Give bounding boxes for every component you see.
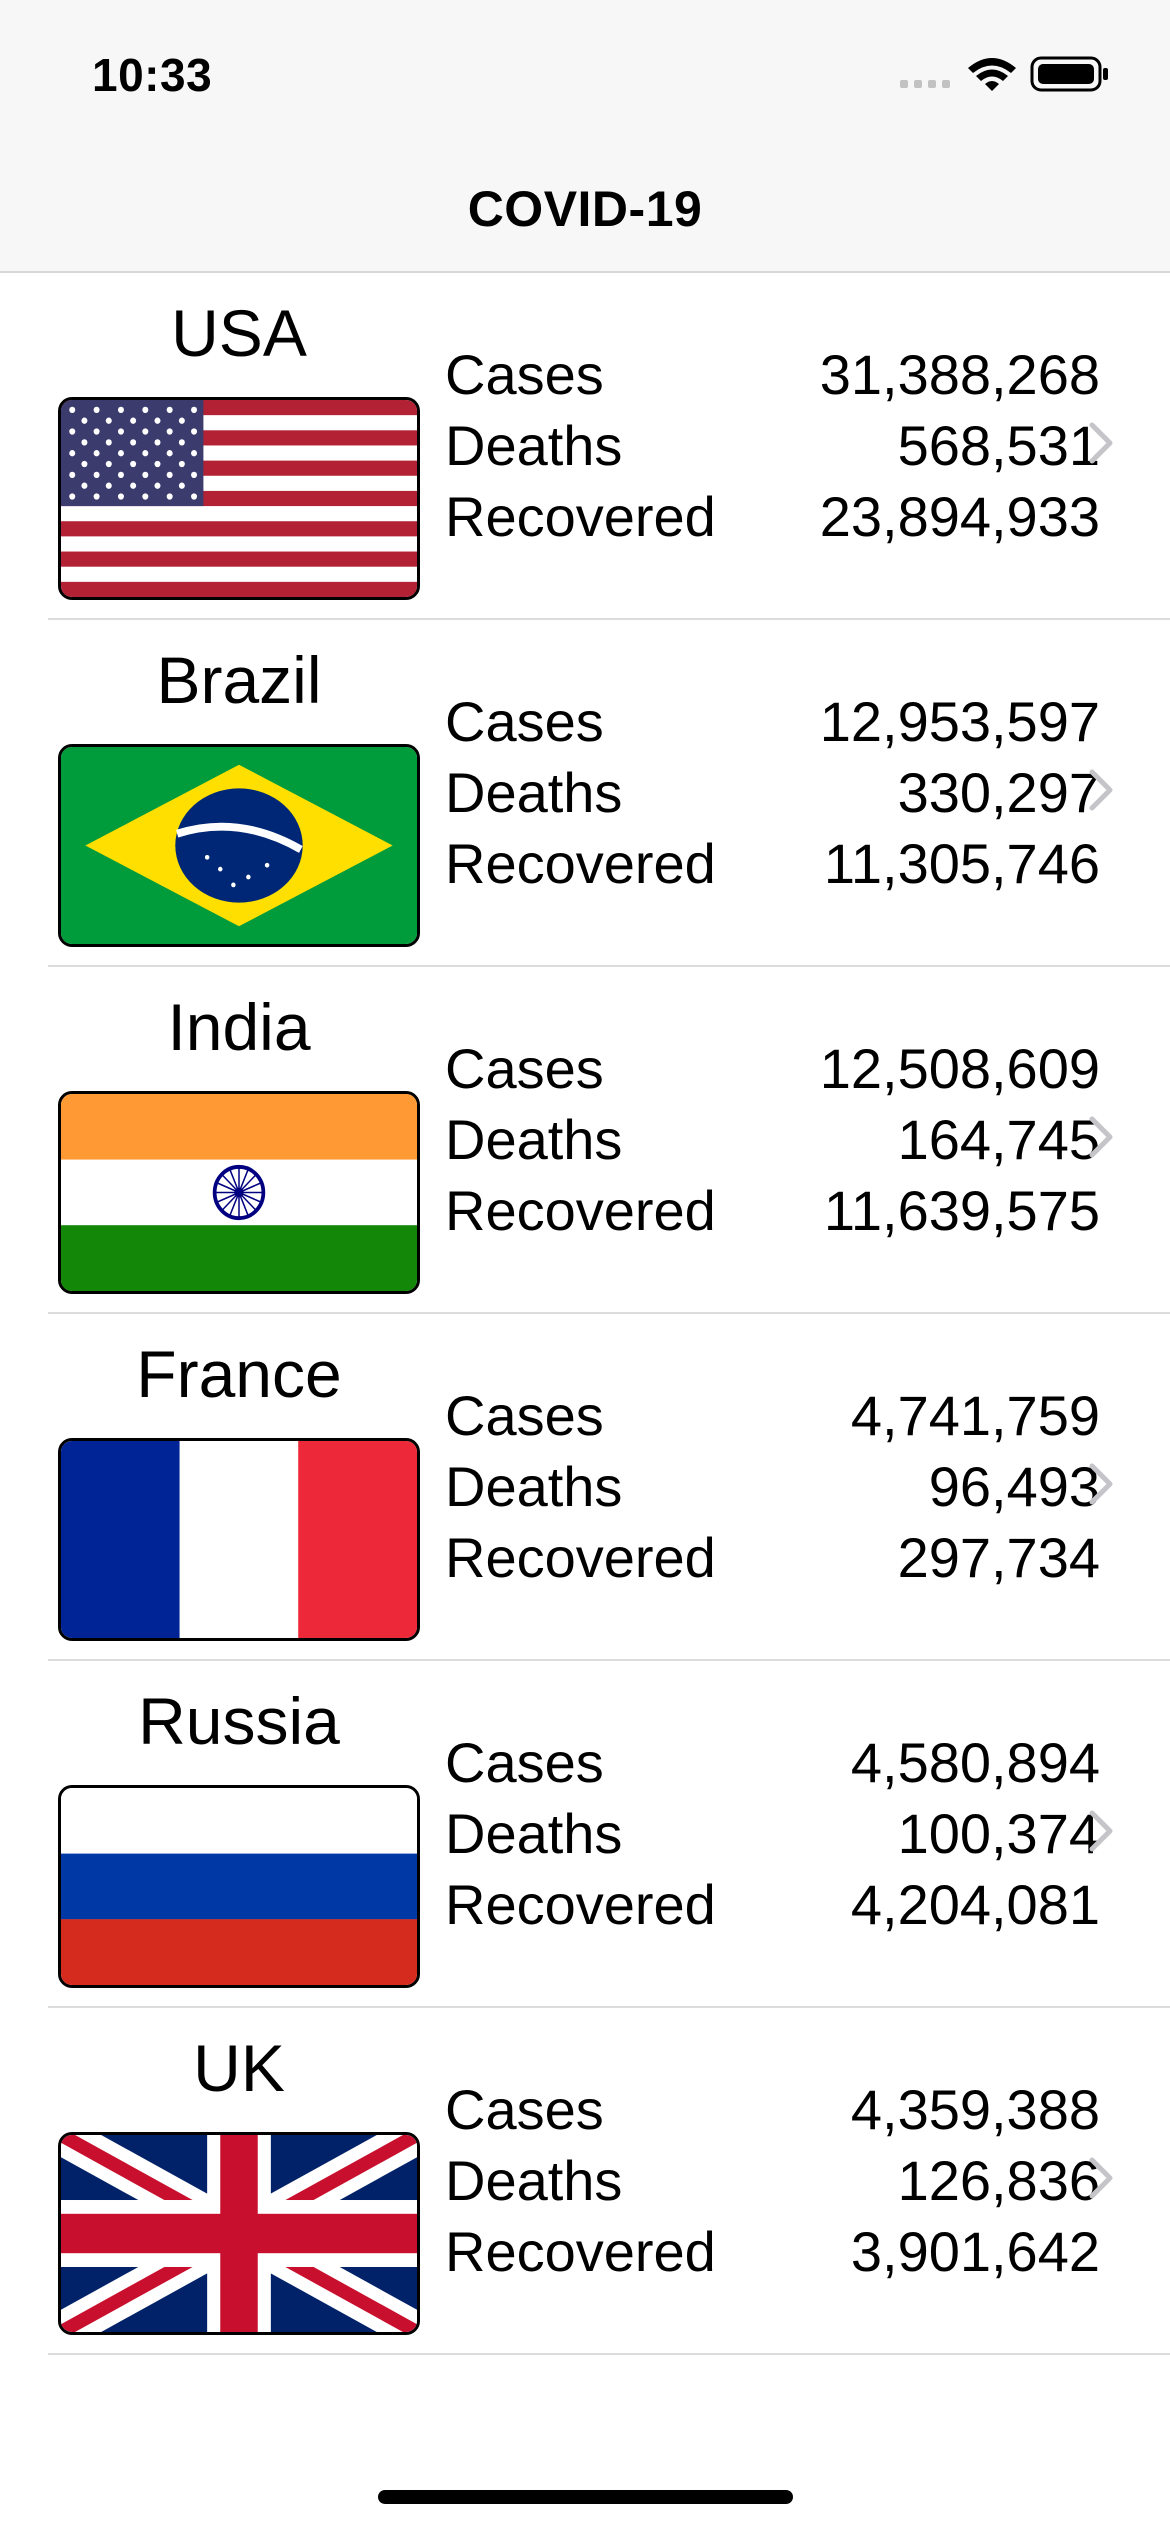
deaths-label: Deaths	[445, 414, 623, 477]
list-item-russia[interactable]: Russia Cases 4,580,894 Deaths 100,374 Re…	[48, 1661, 1170, 2008]
deaths-value: 100,374	[897, 1802, 1100, 1865]
deaths-value: 126,836	[897, 2149, 1100, 2212]
deaths-line: Deaths 330,297	[445, 757, 1100, 828]
cases-line: Cases 4,741,759	[445, 1380, 1100, 1451]
stats: Cases 31,388,268 Deaths 568,531 Recovere…	[445, 339, 1100, 552]
stats: Cases 12,508,609 Deaths 164,745 Recovere…	[445, 1033, 1100, 1246]
recovered-value: 297,734	[897, 1526, 1100, 1589]
list-item-france[interactable]: France Cases 4,741,759 Deaths 96,493 Rec…	[48, 1314, 1170, 1661]
home-indicator[interactable]	[378, 2490, 793, 2504]
recovered-value: 11,639,575	[823, 1179, 1100, 1242]
list-item-brazil[interactable]: Brazil Cases 12,953,597 Deaths 330,297 R…	[48, 620, 1170, 967]
deaths-line: Deaths 568,531	[445, 410, 1100, 481]
deaths-line: Deaths 126,836	[445, 2145, 1100, 2216]
recovered-label: Recovered	[445, 1179, 716, 1242]
chevron-right-icon	[1089, 1810, 1113, 1852]
deaths-line: Deaths 96,493	[445, 1451, 1100, 1522]
recovered-label: Recovered	[445, 1873, 716, 1936]
recovered-line: Recovered 11,305,746	[445, 828, 1100, 899]
list-item-usa[interactable]: USA	[48, 273, 1170, 620]
chevron-right-icon	[1089, 422, 1113, 464]
cases-label: Cases	[445, 1731, 604, 1794]
recovered-line: Recovered 11,639,575	[445, 1175, 1100, 1246]
recovered-label: Recovered	[445, 1526, 716, 1589]
usa-flag-icon	[58, 397, 420, 600]
chevron-right-icon	[1089, 1116, 1113, 1158]
deaths-value: 96,493	[928, 1455, 1100, 1518]
recovered-line: Recovered 297,734	[445, 1522, 1100, 1593]
cases-line: Cases 31,388,268	[445, 339, 1100, 410]
country-name: UK	[193, 2031, 285, 2105]
france-flag-icon	[58, 1438, 420, 1641]
recovered-line: Recovered 23,894,933	[445, 481, 1100, 552]
chevron-right-icon	[1089, 1463, 1113, 1505]
recovered-line: Recovered 4,204,081	[445, 1869, 1100, 1940]
brazil-flag-icon	[58, 744, 420, 947]
cases-line: Cases 4,580,894	[445, 1727, 1100, 1798]
deaths-label: Deaths	[445, 761, 623, 824]
cases-label: Cases	[445, 690, 604, 753]
deaths-label: Deaths	[445, 1802, 623, 1865]
deaths-label: Deaths	[445, 1455, 623, 1518]
recovered-label: Recovered	[445, 832, 716, 895]
deaths-value: 164,745	[897, 1108, 1100, 1171]
cases-value: 4,580,894	[850, 1731, 1100, 1794]
cases-label: Cases	[445, 1384, 604, 1447]
stats: Cases 4,359,388 Deaths 126,836 Recovered…	[445, 2074, 1100, 2287]
deaths-line: Deaths 164,745	[445, 1104, 1100, 1175]
stats: Cases 12,953,597 Deaths 330,297 Recovere…	[445, 686, 1100, 899]
cases-value: 31,388,268	[819, 343, 1100, 406]
country-name: Russia	[138, 1684, 340, 1758]
wifi-icon	[968, 58, 1016, 91]
deaths-value: 568,531	[897, 414, 1100, 477]
cases-value: 4,359,388	[850, 2078, 1100, 2141]
cases-value: 12,953,597	[819, 690, 1100, 753]
recovered-value: 3,901,642	[850, 2220, 1100, 2283]
recovered-line: Recovered 3,901,642	[445, 2216, 1100, 2287]
cases-line: Cases 4,359,388	[445, 2074, 1100, 2145]
battery-icon	[1030, 56, 1108, 92]
status-bar: 10:33	[0, 0, 1170, 140]
cases-value: 12,508,609	[819, 1037, 1100, 1100]
deaths-label: Deaths	[445, 2149, 623, 2212]
country-name: Brazil	[156, 643, 322, 717]
russia-flag-icon	[58, 1785, 420, 1988]
cellular-signal-icon	[900, 80, 950, 88]
list-item-uk[interactable]: UK Cases 4,359,388 Deaths 126,836	[48, 2008, 1170, 2355]
cases-label: Cases	[445, 1037, 604, 1100]
country-name: USA	[171, 296, 307, 370]
cases-line: Cases 12,508,609	[445, 1033, 1100, 1104]
status-icons	[898, 54, 1118, 94]
cases-label: Cases	[445, 343, 604, 406]
deaths-label: Deaths	[445, 1108, 623, 1171]
recovered-value: 23,894,933	[819, 485, 1100, 548]
list-item-india[interactable]: India Cases 12,508,609	[48, 967, 1170, 1314]
cases-line: Cases 12,953,597	[445, 686, 1100, 757]
navigation-bar: COVID-19	[0, 140, 1170, 273]
country-name: France	[136, 1337, 342, 1411]
deaths-value: 330,297	[897, 761, 1100, 824]
cases-label: Cases	[445, 2078, 604, 2141]
chevron-right-icon	[1089, 769, 1113, 811]
country-name: India	[167, 990, 311, 1064]
cases-value: 4,741,759	[850, 1384, 1100, 1447]
india-flag-icon	[58, 1091, 420, 1294]
recovered-label: Recovered	[445, 2220, 716, 2283]
stats: Cases 4,741,759 Deaths 96,493 Recovered …	[445, 1380, 1100, 1593]
country-list: USA	[0, 273, 1170, 2355]
status-time: 10:33	[92, 49, 213, 101]
page-title: COVID-19	[467, 181, 703, 237]
uk-flag-icon	[58, 2132, 420, 2335]
recovered-value: 4,204,081	[850, 1873, 1100, 1936]
recovered-label: Recovered	[445, 485, 716, 548]
recovered-value: 11,305,746	[823, 832, 1100, 895]
stats: Cases 4,580,894 Deaths 100,374 Recovered…	[445, 1727, 1100, 1940]
deaths-line: Deaths 100,374	[445, 1798, 1100, 1869]
chevron-right-icon	[1089, 2157, 1113, 2199]
